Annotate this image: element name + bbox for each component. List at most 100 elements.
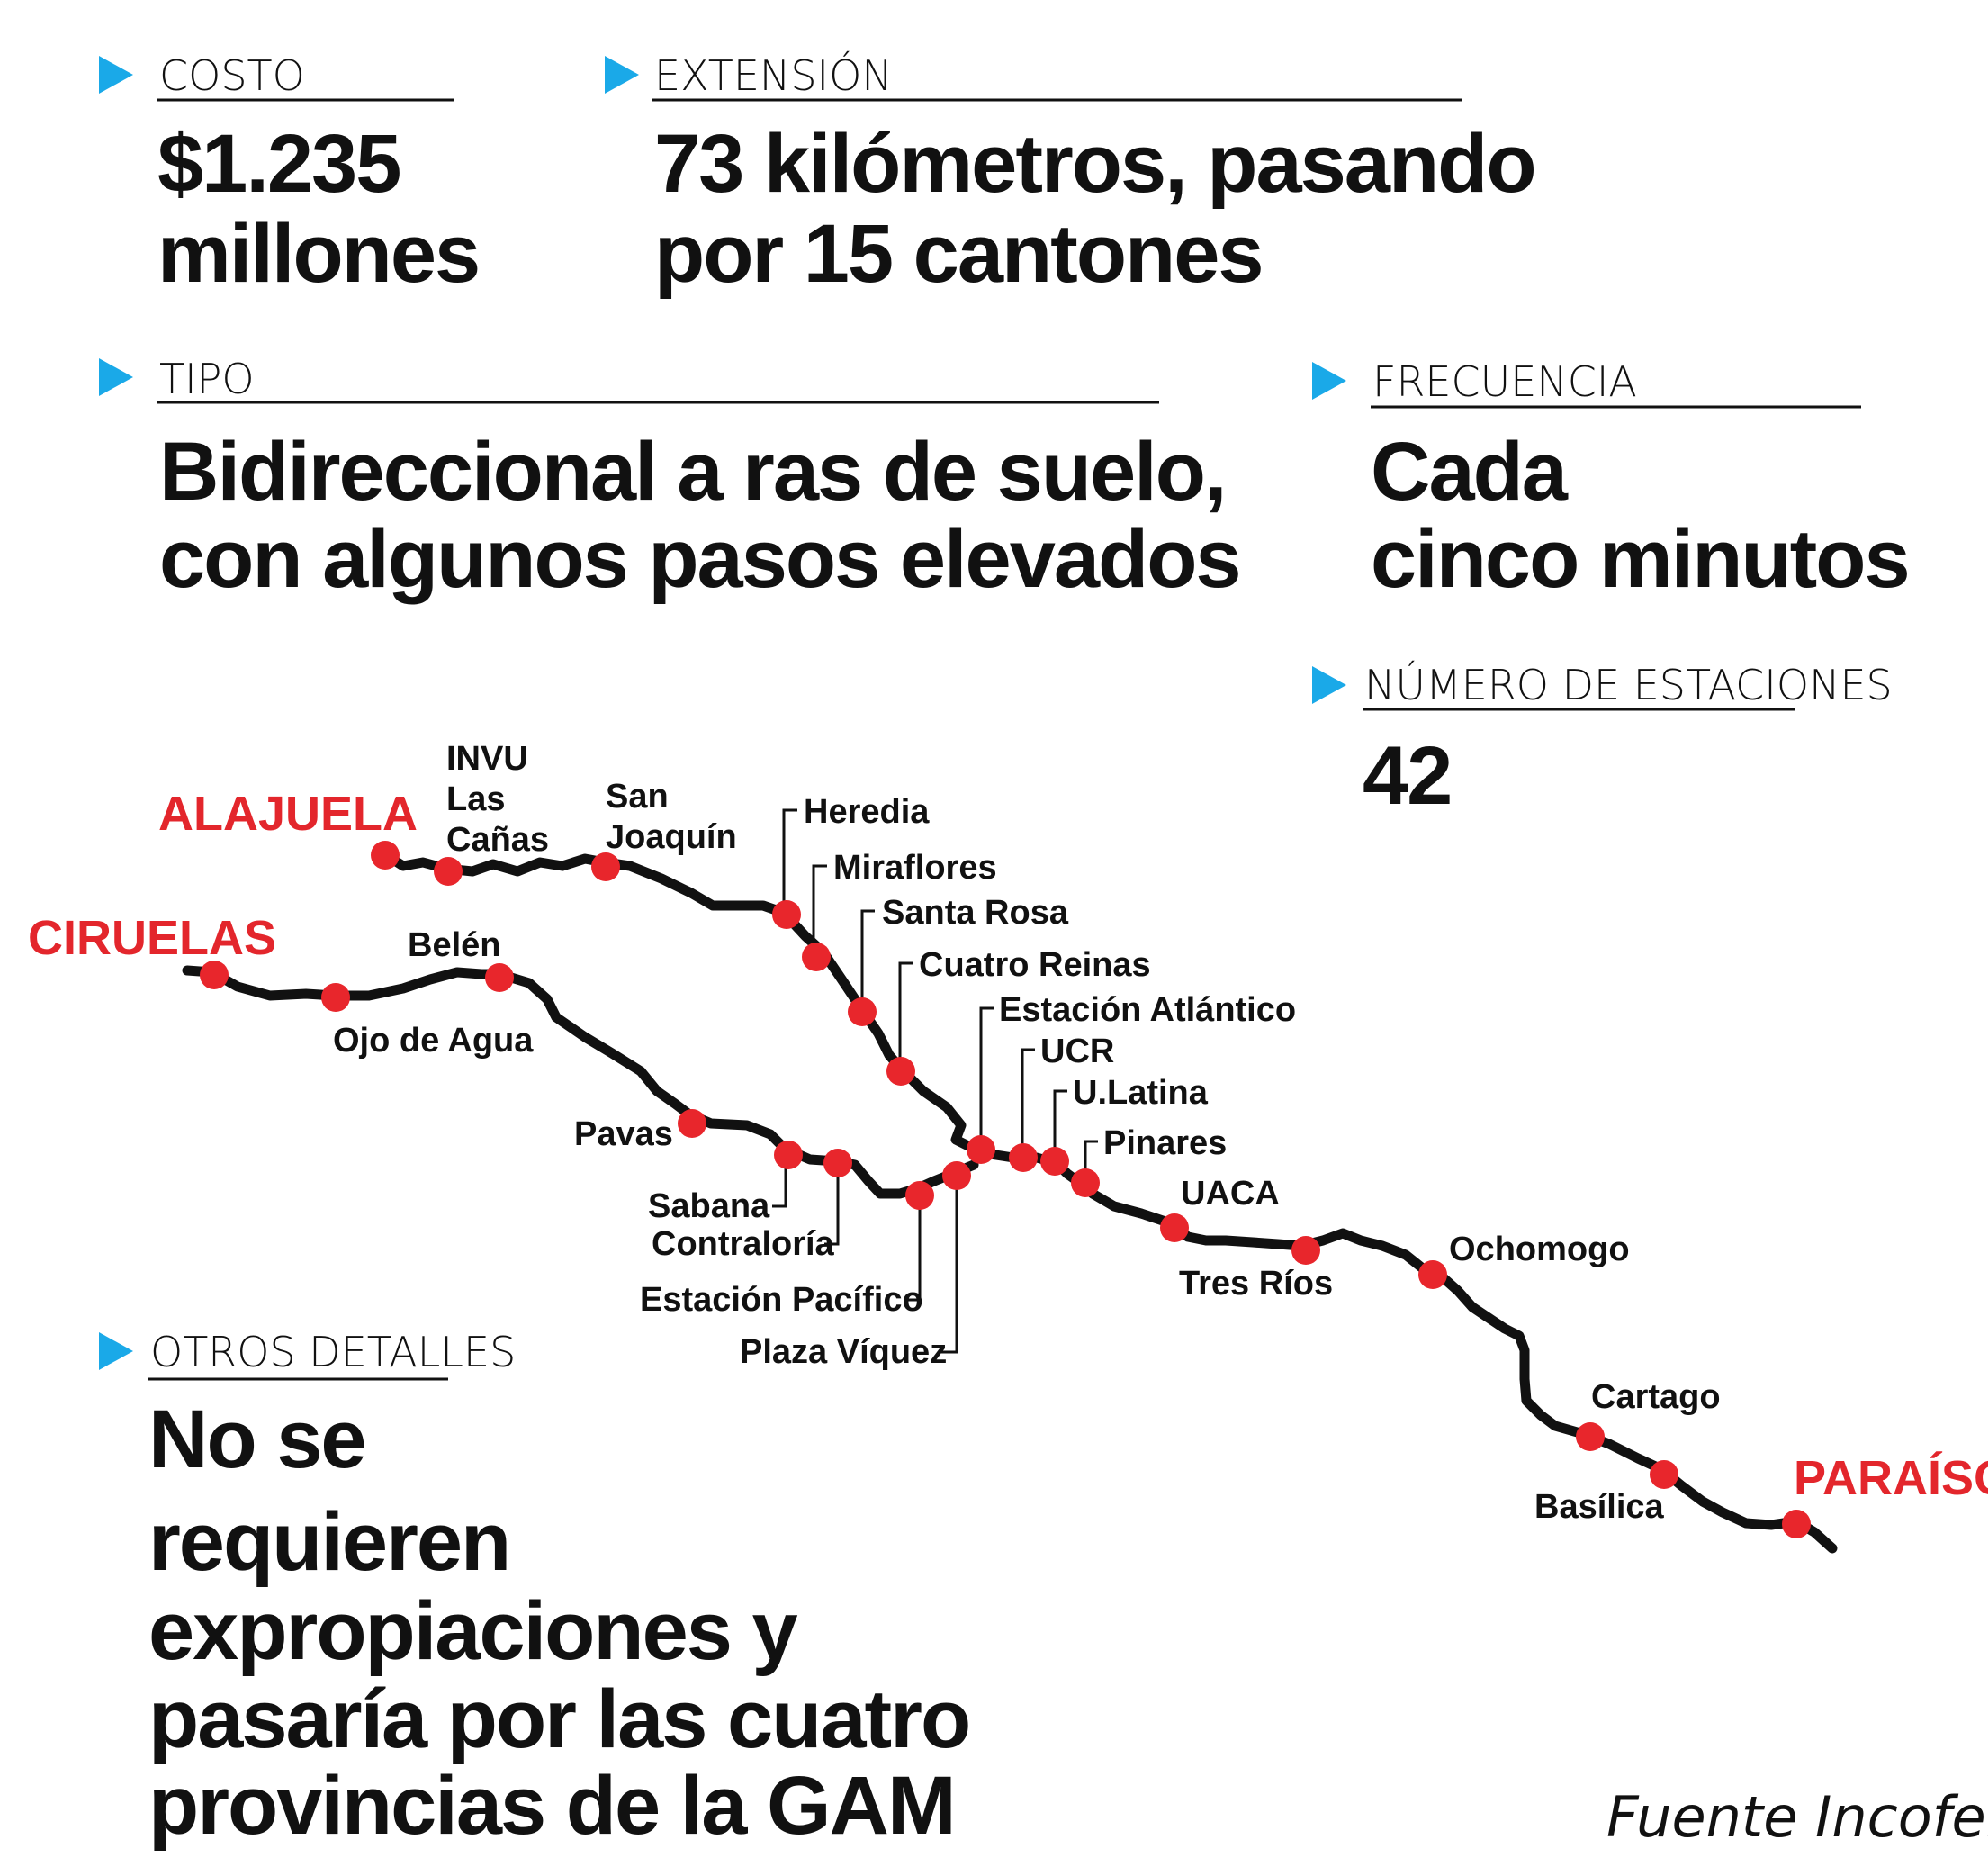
- station-sabana: [774, 1141, 803, 1169]
- leader-plaza-viquez: [941, 1176, 958, 1354]
- tipo-value-line-2: con algunos pasos elevados: [159, 513, 1240, 605]
- extension-value-line-2: por 15 cantones: [654, 208, 1263, 300]
- label-uaca: UACA: [1181, 1175, 1280, 1213]
- arrow-icon: [99, 56, 133, 94]
- label-estacion-pacifico: Estación Pacífico: [640, 1281, 923, 1319]
- station-ciruelas: [200, 961, 229, 989]
- arrow-icon: [99, 358, 133, 396]
- tipo-title: TIPO: [159, 355, 255, 403]
- leader-sabana: [772, 1152, 787, 1208]
- station-plaza-viquez: [942, 1161, 971, 1190]
- station-ucr: [1009, 1143, 1038, 1172]
- leader-ucr: [1021, 1048, 1035, 1156]
- track-ciruelas-branch: [182, 965, 979, 1199]
- station-contraloria: [823, 1149, 852, 1177]
- station-paraiso: [1782, 1510, 1811, 1538]
- leader-contraloria: [824, 1161, 840, 1246]
- label-cuatro-reinas: Cuatro Reinas: [919, 946, 1151, 984]
- label-ochomogo: Ochomogo: [1449, 1231, 1630, 1268]
- frecuencia-value-line-2: cinco minutos: [1371, 513, 1909, 605]
- otros-line-1: No se: [148, 1393, 365, 1485]
- station-estacion-pacifico: [905, 1181, 934, 1210]
- label-estacion-atlantico: Estación Atlántico: [999, 991, 1296, 1029]
- block-otros: OTROS DETALLES No se requieren expropiac…: [99, 1328, 971, 1852]
- estaciones-value: 42: [1363, 730, 1451, 822]
- leader-miraflores: [812, 864, 827, 945]
- station-miraflores: [802, 943, 831, 971]
- label-san-joaquin-line-1: San: [606, 778, 669, 816]
- block-estaciones: NÚMERO DE ESTACIONES 42: [1312, 661, 1893, 822]
- label-plaza-viquez: Plaza Víquez: [740, 1333, 947, 1371]
- station-heredia: [772, 900, 801, 929]
- station-alajuela: [371, 841, 400, 870]
- label-miraflores: Miraflores: [833, 849, 997, 887]
- terminal-label-alajuela: ALAJUELA: [158, 787, 418, 841]
- label-invu-line-1: INVU: [446, 740, 528, 778]
- otros-line-3: expropiaciones y: [148, 1585, 797, 1677]
- arrow-icon: [99, 1332, 133, 1370]
- label-invu-line-3: Cañas: [446, 821, 549, 859]
- label-tres-rios: Tres Ríos: [1179, 1265, 1333, 1303]
- costo-value-line-2: millones: [157, 208, 479, 300]
- station-pavas: [678, 1109, 706, 1138]
- estaciones-title: NÚMERO DE ESTACIONES: [1364, 661, 1893, 709]
- leader-santa-rosa: [860, 909, 875, 1010]
- station-u-latina: [1040, 1147, 1069, 1176]
- leader-atlantico: [979, 1006, 994, 1148]
- label-pinares: Pinares: [1103, 1124, 1227, 1162]
- source-note: Fuente Incofer: [1606, 1784, 1988, 1850]
- station-estacion-atlantico: [967, 1135, 995, 1164]
- label-heredia: Heredia: [804, 793, 930, 831]
- terminal-label-paraiso: PARAÍSO: [1794, 1451, 1988, 1505]
- label-ojo-de-agua: Ojo de Agua: [333, 1022, 534, 1060]
- otros-line-2: requieren: [148, 1496, 509, 1588]
- station-cuatro-reinas: [886, 1057, 915, 1086]
- block-extension: EXTENSIÓN 73 kilómetros, pasando por 15 …: [605, 51, 1537, 300]
- stations: [200, 841, 1811, 1538]
- station-belen: [485, 963, 514, 992]
- block-tipo: TIPO Bidireccional a ras de suelo, con a…: [99, 355, 1242, 605]
- label-pavas: Pavas: [574, 1115, 673, 1153]
- arrow-icon: [1312, 362, 1346, 400]
- label-invu-line-2: Las: [446, 780, 505, 818]
- station-cartago: [1576, 1422, 1605, 1451]
- tipo-value-line-1: Bidireccional a ras de suelo,: [159, 426, 1226, 518]
- track-main-east: [968, 1143, 1838, 1554]
- label-contraloria: Contraloría: [652, 1225, 835, 1263]
- terminal-label-ciruelas: CIRUELAS: [28, 911, 276, 965]
- label-cartago: Cartago: [1591, 1378, 1721, 1416]
- station-san-joaquin: [591, 852, 620, 881]
- station-ojo-de-agua: [321, 983, 350, 1012]
- label-ucr: UCR: [1040, 1033, 1114, 1070]
- label-u-latina: U.Latina: [1073, 1074, 1209, 1112]
- otros-title: OTROS DETALLES: [150, 1328, 516, 1376]
- leader-lines: [772, 808, 1098, 1354]
- extension-title: EXTENSIÓN: [654, 51, 893, 100]
- costo-value-line-1: $1.235: [157, 118, 400, 210]
- station-ochomogo: [1418, 1260, 1447, 1289]
- frecuencia-value-line-1: Cada: [1371, 426, 1569, 518]
- extension-value-line-1: 73 kilómetros, pasando: [654, 118, 1535, 210]
- station-pinares: [1071, 1168, 1100, 1197]
- station-basilica: [1650, 1460, 1678, 1489]
- station-invu-las-canas: [434, 857, 463, 886]
- frecuencia-title: FRECUENCIA: [1372, 357, 1637, 406]
- otros-line-4: pasaría por las cuatro: [148, 1673, 969, 1765]
- station-uaca: [1160, 1213, 1189, 1242]
- costo-title: COSTO: [159, 51, 305, 100]
- label-belen: Belén: [408, 926, 500, 964]
- otros-line-5: provincias de la GAM: [148, 1760, 955, 1852]
- label-basilica: Basílica: [1534, 1488, 1665, 1526]
- leader-heredia: [782, 808, 797, 913]
- arrow-icon: [1312, 666, 1346, 704]
- label-sabana: Sabana: [648, 1187, 770, 1225]
- label-santa-rosa: Santa Rosa: [882, 894, 1069, 932]
- station-tres-rios: [1291, 1236, 1320, 1265]
- leader-pacifico: [905, 1194, 922, 1302]
- leader-u-latina: [1053, 1089, 1067, 1161]
- label-san-joaquin-line-2: Joaquín: [606, 818, 737, 856]
- arrow-icon: [605, 56, 639, 94]
- station-santa-rosa: [848, 997, 877, 1026]
- block-costo: COSTO $1.235 millones: [99, 51, 481, 300]
